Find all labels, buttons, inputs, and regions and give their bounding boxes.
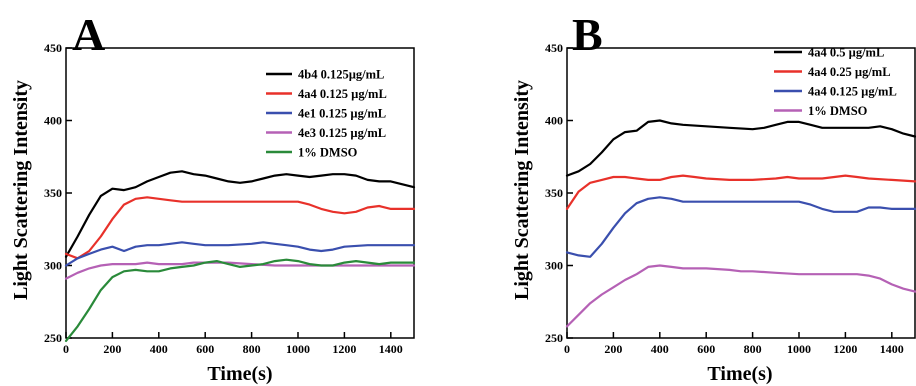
legend-label: 4e3 0.125 µg/mL: [298, 126, 386, 140]
x-tick-label: 1000: [286, 342, 310, 356]
y-tick-label: 450: [545, 41, 563, 55]
x-tick-label: 200: [604, 342, 622, 356]
legend-label: 1% DMSO: [808, 104, 868, 118]
y-axis-title-a: Light Scattering Intensity: [10, 80, 32, 300]
x-ticks-a: 0 200 400 600 800 1000 1200 1400: [63, 332, 403, 356]
x-tick-label: 0: [63, 342, 69, 356]
legend-label: 1% DMSO: [298, 146, 358, 160]
x-axis-title-b: Time(s): [707, 363, 772, 385]
legend-label: 4e1 0.125 µg/mL: [298, 107, 386, 121]
x-tick-label: 1200: [332, 342, 356, 356]
x-tick-label: 0: [564, 342, 570, 356]
series-line-2: [565, 174, 916, 210]
series-line-3: [64, 241, 416, 267]
y-tick-label: 350: [44, 186, 62, 200]
series-lines-a: [64, 170, 416, 342]
panel-label-a: A: [72, 9, 105, 60]
x-tick-label: 1400: [379, 342, 403, 356]
y-tick-label: 300: [545, 259, 563, 273]
legend-label: 4a4 0.125 µg/mL: [808, 85, 897, 99]
x-tick-label: 600: [196, 342, 214, 356]
series-lines-b: [565, 119, 916, 328]
y-axis-title-b: Light Scattering Intensity: [511, 80, 533, 300]
x-tick-label: 800: [243, 342, 261, 356]
y-ticks-b: 250 300 350 400 450: [545, 41, 573, 345]
x-tick-label: 1400: [880, 342, 904, 356]
y-tick-label: 250: [44, 331, 62, 345]
series-line-3: [565, 196, 916, 258]
y-tick-label: 350: [545, 186, 563, 200]
legend-label: 4a4 0.125 µg/mL: [298, 87, 387, 101]
x-tick-label: 400: [651, 342, 669, 356]
x-tick-label: 600: [697, 342, 715, 356]
y-tick-label: 450: [44, 41, 62, 55]
series-line-2: [64, 196, 416, 260]
series-line-1: [565, 119, 916, 177]
legend-label: 4b4 0.125µg/mL: [298, 68, 384, 82]
panel-a: A Light Scattering Intensity Time(s) 250…: [10, 9, 416, 385]
y-tick-label: 250: [545, 331, 563, 345]
x-tick-label: 800: [744, 342, 762, 356]
y-tick-label: 400: [44, 114, 62, 128]
y-tick-label: 400: [545, 114, 563, 128]
series-line-4: [565, 264, 916, 328]
legend-b: 4a4 0.5 µg/mL 4a4 0.25 µg/mL 4a4 0.125 µg/…: [774, 46, 897, 118]
series-line-4: [64, 261, 416, 280]
x-tick-label: 200: [103, 342, 121, 356]
panel-label-b: B: [572, 9, 603, 60]
series-line-1: [64, 170, 416, 258]
x-axis-title-a: Time(s): [207, 363, 272, 385]
x-tick-label: 400: [150, 342, 168, 356]
y-ticks-a: 250 300 350 400 450: [44, 41, 72, 345]
x-tick-label: 1000: [787, 342, 811, 356]
x-ticks-b: 0 200 400 600 800 1000 1200 1400: [564, 332, 904, 356]
legend-label: 4a4 0.5 µg/mL: [808, 46, 884, 60]
y-tick-label: 300: [44, 259, 62, 273]
legend-a: 4b4 0.125µg/mL 4a4 0.125 µg/mL 4e1 0.125 µ…: [266, 68, 387, 160]
legend-label: 4a4 0.25 µg/mL: [808, 65, 891, 79]
panel-b: B Light Scattering Intensity Time(s) 250…: [511, 9, 916, 385]
series-line-5: [64, 258, 416, 342]
x-tick-label: 1200: [833, 342, 857, 356]
